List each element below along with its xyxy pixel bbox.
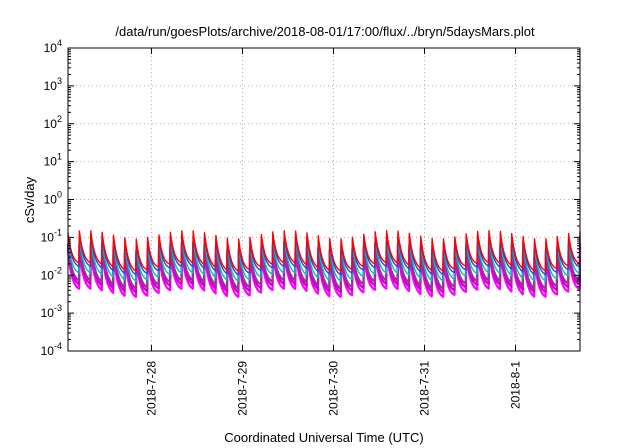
x-tick-label: 2018-8-1 bbox=[509, 361, 523, 409]
series-line-5 bbox=[67, 232, 581, 276]
series-line-3 bbox=[66, 241, 582, 290]
y-tick-label: 103 bbox=[44, 76, 62, 93]
x-tick-label: 2018-7-31 bbox=[418, 361, 432, 416]
y-tick-label: 10-4 bbox=[41, 341, 62, 358]
x-axis-label: Coordinated Universal Time (UTC) bbox=[224, 430, 423, 445]
y-axis-label: cSv/day bbox=[22, 176, 37, 223]
y-tick-label: 100 bbox=[44, 190, 62, 207]
series-line-1 bbox=[66, 247, 582, 299]
x-tick-label: 2018-7-29 bbox=[235, 361, 249, 416]
y-axis: 10-4 10-3 10-2 10-1 100 101 102 103 104 bbox=[41, 38, 580, 358]
y-tick-label: 10-3 bbox=[41, 303, 62, 320]
series-line-2 bbox=[66, 244, 582, 294]
x-tick-label: 2018-7-28 bbox=[144, 361, 158, 416]
y-tick-label: 102 bbox=[44, 114, 62, 131]
grid bbox=[68, 48, 580, 351]
series-line-6 bbox=[67, 229, 581, 272]
chart-title: /data/run/goesPlots/archive/2018-08-01/1… bbox=[115, 24, 535, 39]
y-tick-label: 104 bbox=[44, 38, 62, 55]
x-tick-label: 2018-7-30 bbox=[326, 361, 340, 416]
y-tick-label: 10-2 bbox=[41, 265, 62, 282]
series-line-4 bbox=[67, 236, 581, 282]
x-axis: 2018-7-28 2018-7-29 2018-7-30 2018-7-31 2018… bbox=[144, 48, 523, 416]
y-tick-label: 10-1 bbox=[41, 227, 62, 244]
y-tick-label: 101 bbox=[44, 152, 62, 169]
series-layer bbox=[66, 229, 582, 299]
